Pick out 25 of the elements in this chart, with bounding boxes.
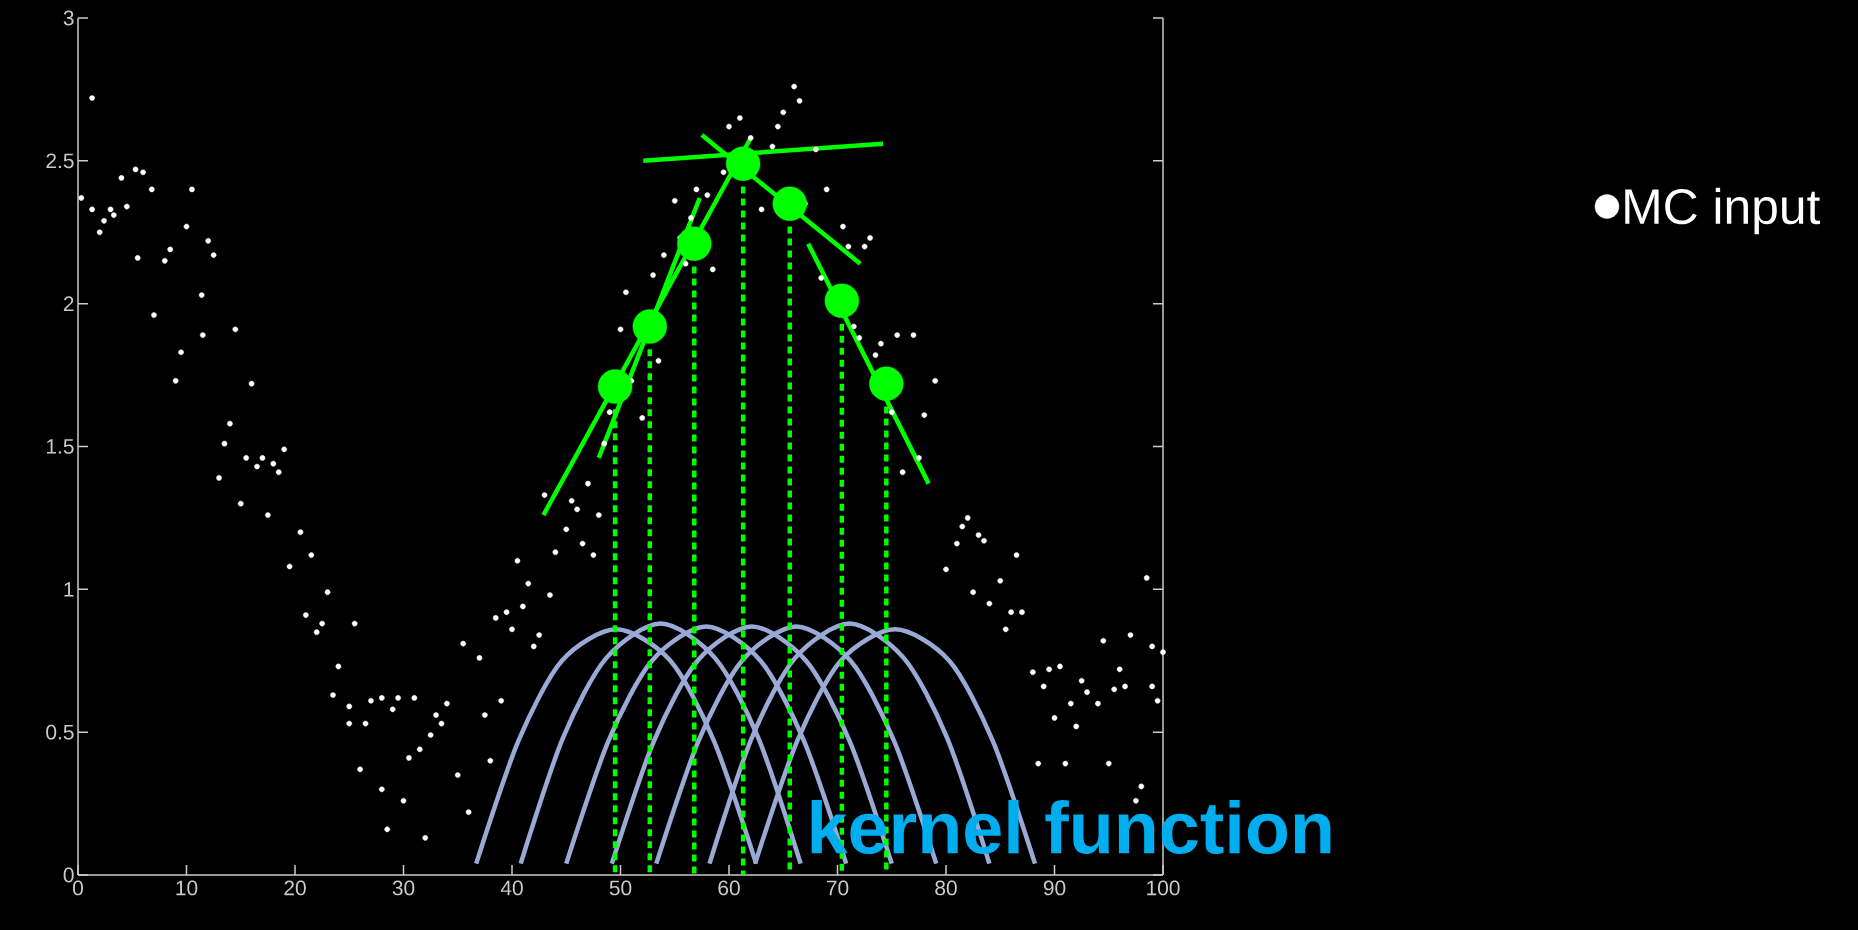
x-tick-label: 80 bbox=[935, 880, 957, 896]
x-tick-label: 100 bbox=[1147, 880, 1180, 896]
x-tick-label: 10 bbox=[176, 880, 198, 896]
point bbox=[725, 146, 761, 181]
legend-label: MC input bbox=[1625, 187, 1821, 235]
point bbox=[772, 186, 807, 221]
y-tick-label: 1 bbox=[64, 582, 74, 597]
x-tick-label: 40 bbox=[500, 880, 523, 896]
point bbox=[597, 369, 633, 404]
y-tick-label: 0 bbox=[63, 867, 74, 883]
x-tick-label: 50 bbox=[609, 880, 632, 896]
y-tick-label: 2.5 bbox=[46, 153, 74, 169]
x-tick-label: 70 bbox=[826, 880, 849, 896]
y-tick-label: 0.5 bbox=[46, 724, 74, 740]
x-tick-label: 30 bbox=[392, 880, 415, 896]
point bbox=[677, 226, 712, 261]
y-tick-label: 1.5 bbox=[46, 439, 74, 454]
point bbox=[869, 366, 904, 401]
point bbox=[632, 309, 667, 344]
y-tick-label: 2 bbox=[63, 296, 74, 311]
point bbox=[824, 283, 860, 318]
x-tick-label: 20 bbox=[284, 880, 306, 896]
x-tick-label: 60 bbox=[718, 880, 740, 896]
y-tick-label: 3 bbox=[63, 10, 74, 26]
x-tick-label: 90 bbox=[1043, 880, 1066, 896]
